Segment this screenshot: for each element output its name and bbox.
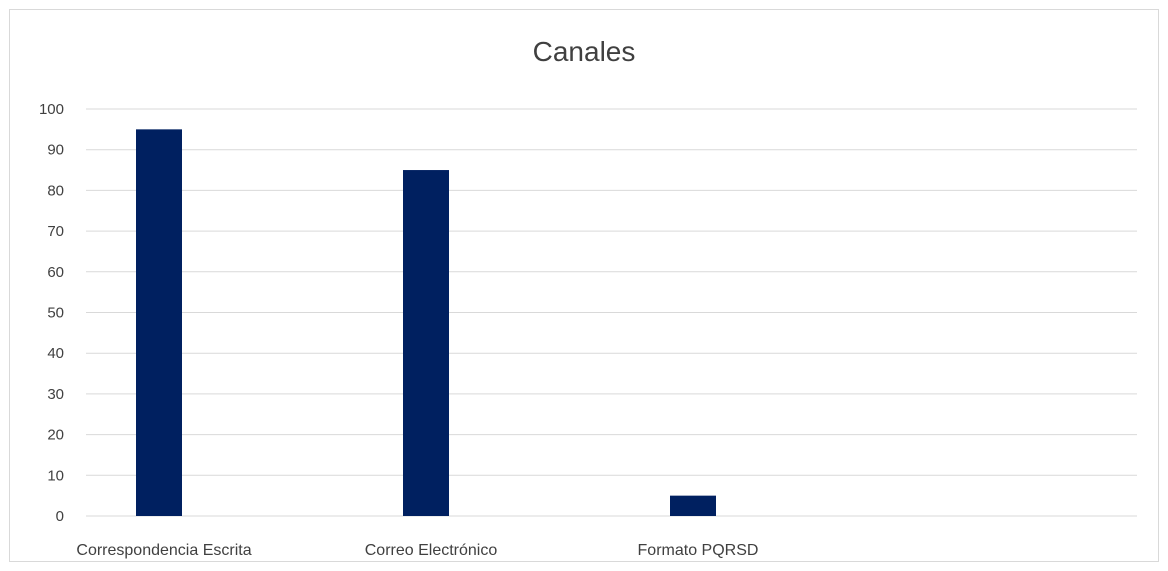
y-tick-label-40: 40 bbox=[47, 345, 64, 362]
chart-area bbox=[9, 9, 1159, 562]
y-tick-label-70: 70 bbox=[47, 223, 64, 240]
y-tick-label-10: 10 bbox=[47, 467, 64, 484]
chart-title: Canales bbox=[532, 36, 636, 67]
y-tick-label-50: 50 bbox=[47, 305, 64, 322]
y-tick-label-0: 0 bbox=[56, 508, 64, 525]
y-tick-label-80: 80 bbox=[47, 182, 64, 199]
y-tick-label-60: 60 bbox=[47, 264, 64, 281]
bar-3 bbox=[670, 495, 716, 516]
x-category-label-3: Formato PQRSD bbox=[638, 542, 759, 559]
y-tick-label-20: 20 bbox=[47, 427, 64, 444]
y-tick-label-30: 30 bbox=[47, 386, 64, 403]
x-category-label-2: Correo Electrónico bbox=[365, 542, 498, 559]
y-tick-label-90: 90 bbox=[47, 142, 64, 159]
x-category-label-1: Correspondencia Escrita bbox=[76, 542, 251, 559]
bar-1 bbox=[136, 129, 182, 516]
bar-2 bbox=[403, 170, 449, 517]
y-tick-label-100: 100 bbox=[39, 101, 64, 118]
